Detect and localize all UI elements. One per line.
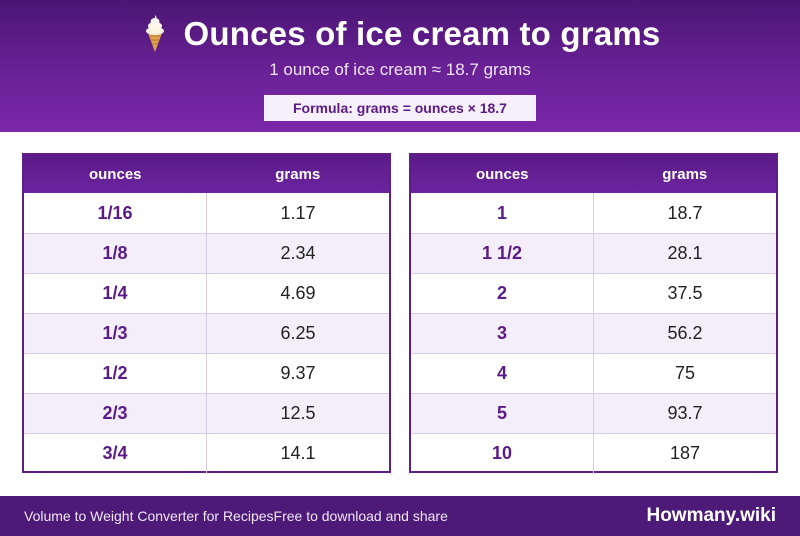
grams-cell: 75 — [674, 363, 696, 383]
grams-cell: 187 — [669, 443, 701, 463]
page-title: Ounces of ice cream to grams — [183, 15, 661, 52]
ounces-cell: 10 — [411, 434, 594, 473]
formula-box: Formula: grams = ounces × 18.7 — [264, 95, 536, 121]
table-row: 1/4 4.69 — [24, 273, 389, 313]
table-row: 1/3 6.25 — [24, 313, 389, 353]
grams-cell: 18.7 — [667, 202, 703, 223]
ounces-cell: 1 — [411, 193, 594, 233]
title-row: Ounces of ice cream to grams — [0, 12, 800, 56]
grams-cell: 14.1 — [280, 443, 316, 463]
grams-cell: 4.69 — [280, 283, 316, 303]
footer-brand[interactable]: Howmany.wiki — [646, 505, 776, 526]
ounces-cell: 1/16 — [24, 193, 207, 233]
table-row: 2 37.5 — [411, 273, 776, 313]
table-header: ounces grams — [411, 155, 776, 193]
grams-cell: 12.5 — [280, 403, 316, 423]
ice-cream-cone-icon — [140, 15, 170, 53]
table-row: 4 75 — [411, 353, 776, 393]
ounces-cell: 1 1/2 — [411, 234, 594, 273]
ounces-cell: 1/4 — [24, 274, 207, 313]
column-header-grams: grams — [662, 165, 708, 183]
ounces-cell: 2 — [411, 274, 594, 313]
footer-bar: Volume to Weight Converter for Recipes F… — [0, 496, 800, 536]
table-row: 1 1/2 28.1 — [411, 233, 776, 273]
conversion-table-right: ounces grams 1 18.7 1 1/2 28.1 2 37.5 3 56.2 4 75… — [409, 153, 778, 473]
ounces-cell: 3 — [411, 314, 594, 353]
table-row: 1/16 1.17 — [24, 193, 389, 233]
table-row: 3 56.2 — [411, 313, 776, 353]
footer-middle-text: Free to download and share — [273, 508, 448, 524]
ounces-cell: 2/3 — [24, 394, 207, 433]
grams-cell: 9.37 — [280, 363, 316, 383]
grams-cell: 37.5 — [667, 283, 703, 303]
column-header-ounces: ounces — [475, 165, 529, 183]
table-row: 1/8 2.34 — [24, 233, 389, 273]
column-header-grams: grams — [275, 165, 321, 183]
table-row: 2/3 12.5 — [24, 393, 389, 433]
grams-cell: 93.7 — [667, 403, 703, 423]
table-row: 3/4 14.1 — [24, 433, 389, 473]
footer-left-text: Volume to Weight Converter for Recipes — [24, 508, 274, 524]
table-header: ounces grams — [24, 155, 389, 193]
ounces-cell: 1/2 — [24, 354, 207, 393]
table-row: 1/2 9.37 — [24, 353, 389, 393]
ounces-cell: 4 — [411, 354, 594, 393]
table-row: 10 187 — [411, 433, 776, 473]
grams-cell: 2.34 — [280, 243, 316, 263]
subtitle: 1 ounce of ice cream ≈ 18.7 grams — [269, 60, 531, 79]
column-header-ounces: ounces — [88, 165, 142, 183]
table-row: 1 18.7 — [411, 193, 776, 233]
grams-cell: 28.1 — [667, 243, 703, 263]
ounces-cell: 1/8 — [24, 234, 207, 273]
grams-cell: 56.2 — [667, 323, 703, 343]
grams-cell: 1.17 — [280, 202, 316, 223]
grams-cell: 6.25 — [280, 323, 316, 343]
table-row: 5 93.7 — [411, 393, 776, 433]
ounces-cell: 3/4 — [24, 434, 207, 473]
ounces-cell: 1/3 — [24, 314, 207, 353]
conversion-table-left: ounces grams 1/16 1.17 1/8 2.34 1/4 4.69 1/3 6.… — [22, 153, 391, 473]
ounces-cell: 5 — [411, 394, 594, 433]
header-banner: Ounces of ice cream to grams 1 ounce of … — [0, 0, 800, 132]
